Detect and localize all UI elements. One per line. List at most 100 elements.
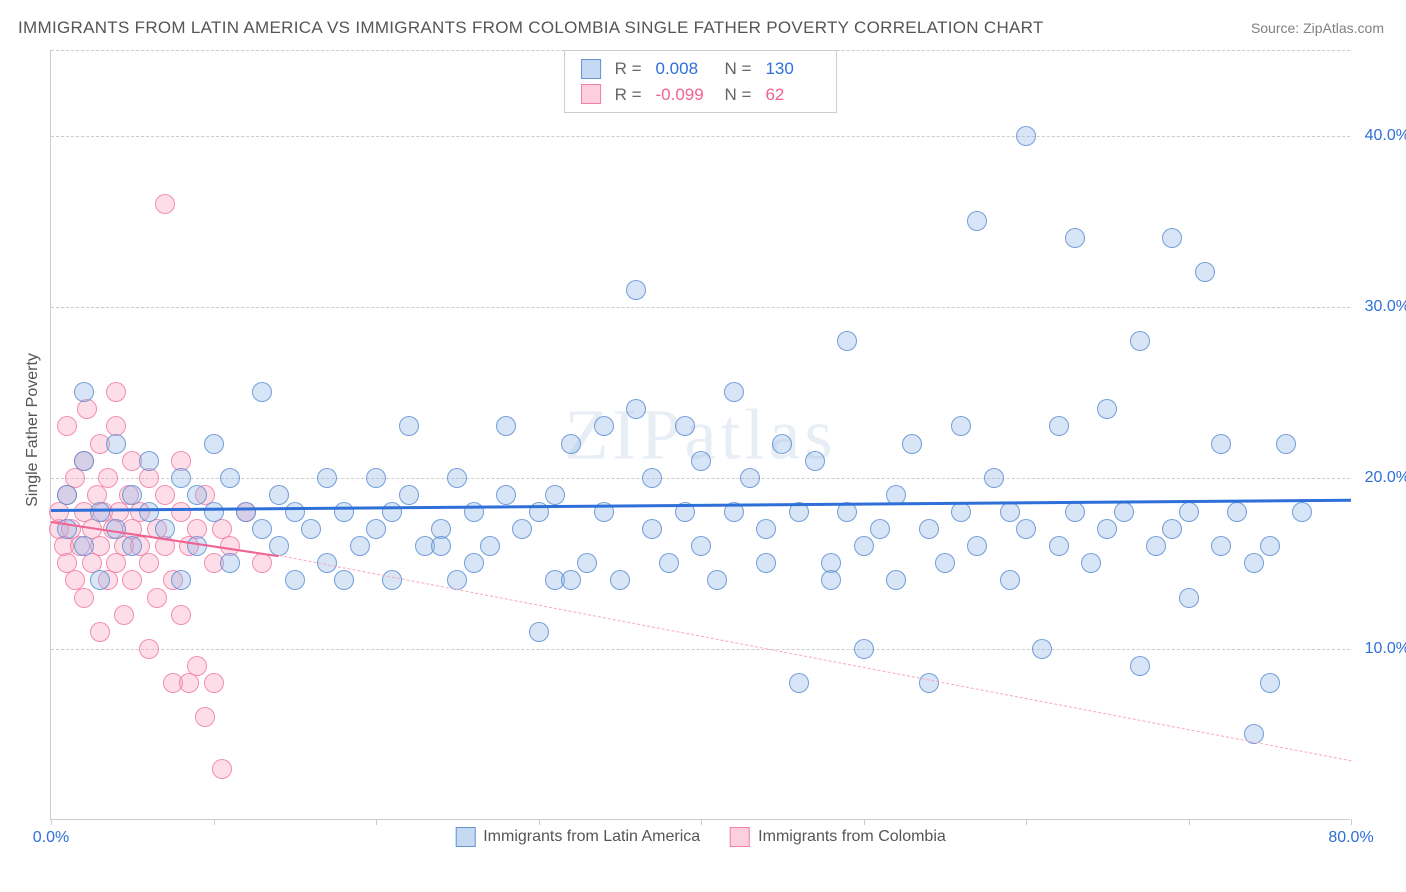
x-tick (864, 819, 865, 825)
scatter-point (1211, 434, 1231, 454)
scatter-point (740, 468, 760, 488)
gridline-h (51, 478, 1350, 479)
x-tick (1189, 819, 1190, 825)
scatter-point (577, 553, 597, 573)
swatch-series-b (581, 84, 601, 104)
scatter-point (1292, 502, 1312, 522)
legend-swatch-a (455, 827, 475, 847)
stats-row-series-a: R = 0.008 N = 130 (581, 56, 821, 82)
scatter-point (1065, 228, 1085, 248)
scatter-point (366, 519, 386, 539)
scatter-point (187, 485, 207, 505)
scatter-point (659, 553, 679, 573)
scatter-point (220, 468, 240, 488)
r-value-b: -0.099 (656, 82, 711, 108)
scatter-point (74, 536, 94, 556)
scatter-point (122, 570, 142, 590)
scatter-point (464, 553, 484, 573)
x-tick (51, 819, 52, 825)
n-value-b: 62 (765, 82, 820, 108)
scatter-point (1227, 502, 1247, 522)
scatter-point (139, 451, 159, 471)
scatter-point (155, 194, 175, 214)
scatter-point (756, 519, 776, 539)
scatter-point (114, 605, 134, 625)
swatch-series-a (581, 59, 601, 79)
scatter-point (724, 382, 744, 402)
y-tick-label: 20.0% (1365, 469, 1406, 487)
y-tick-label: 10.0% (1365, 640, 1406, 658)
scatter-point (90, 570, 110, 590)
scatter-point (594, 416, 614, 436)
scatter-point (1260, 673, 1280, 693)
scatter-point (382, 502, 402, 522)
scatter-point (1081, 553, 1101, 573)
scatter-point (269, 485, 289, 505)
scatter-point (1130, 656, 1150, 676)
scatter-point (789, 673, 809, 693)
scatter-point (545, 485, 565, 505)
scatter-point (171, 570, 191, 590)
scatter-point (106, 553, 126, 573)
scatter-point (1162, 519, 1182, 539)
x-tick (1351, 819, 1352, 825)
scatter-point (106, 434, 126, 454)
gridline-h (51, 307, 1350, 308)
scatter-point (179, 673, 199, 693)
scatter-point (90, 622, 110, 642)
y-tick-label: 40.0% (1365, 127, 1406, 145)
scatter-point (1114, 502, 1134, 522)
scatter-point (480, 536, 500, 556)
scatter-point (236, 502, 256, 522)
scatter-point (195, 707, 215, 727)
scatter-point (74, 588, 94, 608)
scatter-point (967, 211, 987, 231)
scatter-point (399, 416, 419, 436)
scatter-point (139, 639, 159, 659)
correlation-stats-box: R = 0.008 N = 130 R = -0.099 N = 62 (564, 50, 838, 113)
scatter-point (74, 451, 94, 471)
scatter-point (252, 553, 272, 573)
scatter-point (98, 468, 118, 488)
scatter-point (366, 468, 386, 488)
scatter-point (1097, 519, 1117, 539)
scatter-point (1195, 262, 1215, 282)
x-tick-label: 80.0% (1328, 829, 1373, 847)
scatter-point (951, 502, 971, 522)
scatter-point (204, 502, 224, 522)
scatter-point (204, 434, 224, 454)
scatter-point (106, 382, 126, 402)
scatter-point (821, 570, 841, 590)
legend: Immigrants from Latin America Immigrants… (455, 827, 946, 847)
legend-label-b: Immigrants from Colombia (758, 828, 946, 846)
scatter-point (886, 570, 906, 590)
scatter-point (1276, 434, 1296, 454)
scatter-point (1016, 519, 1036, 539)
y-axis-label: Single Father Poverty (24, 353, 42, 507)
scatter-plot: ZIPatlas R = 0.008 N = 130 R = -0.099 N … (50, 50, 1350, 820)
scatter-point (204, 673, 224, 693)
legend-item-a: Immigrants from Latin America (455, 827, 700, 847)
scatter-point (1000, 570, 1020, 590)
scatter-point (626, 280, 646, 300)
scatter-point (854, 536, 874, 556)
legend-label-a: Immigrants from Latin America (483, 828, 700, 846)
scatter-point (187, 656, 207, 676)
scatter-point (1244, 553, 1264, 573)
scatter-point (1016, 126, 1036, 146)
scatter-point (837, 331, 857, 351)
stats-row-series-b: R = -0.099 N = 62 (581, 82, 821, 108)
scatter-point (1130, 331, 1150, 351)
scatter-point (171, 605, 191, 625)
scatter-point (984, 468, 1004, 488)
scatter-point (1146, 536, 1166, 556)
n-label: N = (725, 56, 752, 82)
legend-item-b: Immigrants from Colombia (730, 827, 946, 847)
scatter-point (691, 451, 711, 471)
r-label: R = (615, 82, 642, 108)
scatter-point (1162, 228, 1182, 248)
scatter-point (561, 434, 581, 454)
x-tick (214, 819, 215, 825)
x-tick (1026, 819, 1027, 825)
scatter-point (1179, 502, 1199, 522)
